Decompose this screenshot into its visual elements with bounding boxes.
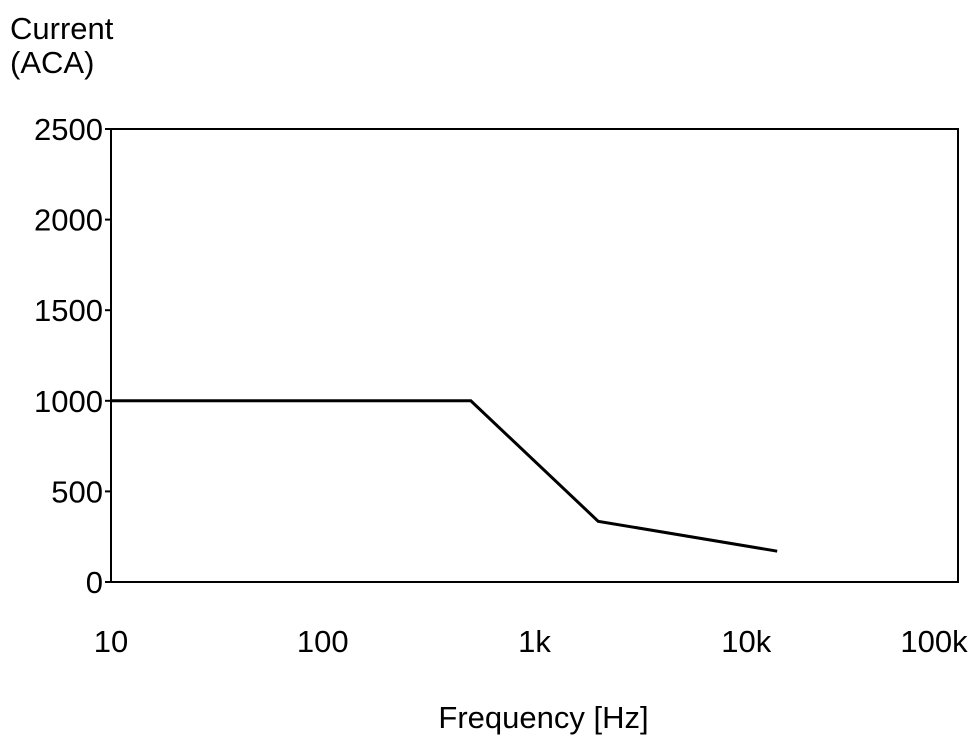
x-tick-label: 10 [94,624,128,659]
y-tick-label: 2000 [34,203,103,238]
x-axis-label: Frequency [Hz] [438,700,649,735]
x-tick-label: 100k [900,624,968,659]
x-axis-ticks: 10 100 1k 10k 100k [94,624,968,659]
series-group [111,399,778,553]
y-axis-label-line-2: (ACA) [10,45,95,80]
x-tick-label: 1k [518,624,551,659]
x-tick-label: 100 [297,624,349,659]
plot-frame [110,128,959,583]
x-tick-label: 10k [721,624,771,659]
y-axis-label-line-1: Current [10,11,114,46]
y-tick-label: 1000 [34,384,103,419]
y-tick-label: 500 [51,474,103,509]
y-tick-label: 2500 [34,112,103,147]
y-tick-label: 1500 [34,293,103,328]
y-tick-label: 0 [86,565,103,600]
y-axis-ticks: 0 500 1000 1500 2000 2500 [34,112,111,600]
series-line [111,399,778,553]
